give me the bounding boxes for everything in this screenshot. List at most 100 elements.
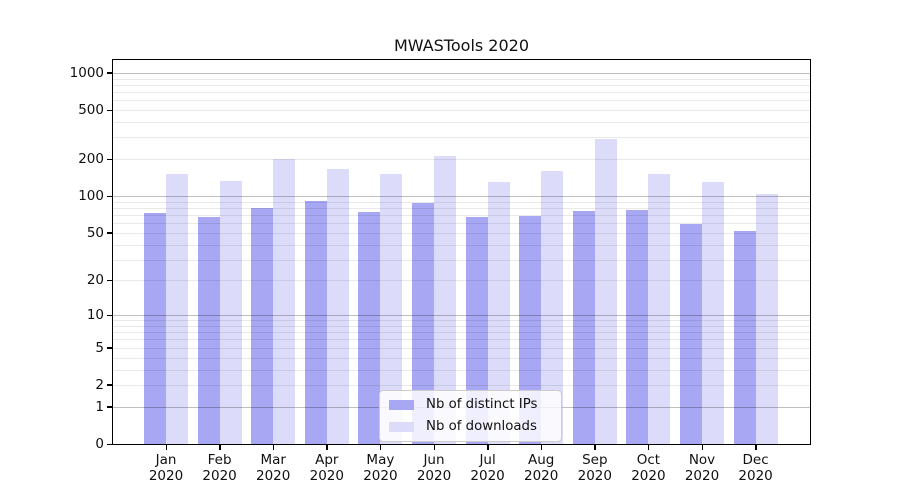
x-tick-label-month-jan: Jan <box>155 452 177 468</box>
x-tick-label-month-sep: Sep <box>582 452 608 468</box>
gridline-minor-60 <box>113 223 810 225</box>
legend-swatch-downloads <box>389 422 414 432</box>
gridline-minor-8 <box>113 325 810 327</box>
gridline-minor-700 <box>113 92 810 94</box>
x-tick-label-mar: Mar 2020 <box>243 452 303 484</box>
bar-distinct-ips-sep <box>572 211 595 444</box>
x-tick-label-month-feb: Feb <box>207 452 232 468</box>
x-tick-aug <box>540 445 543 450</box>
y-tick-label-5: 5 <box>95 339 104 356</box>
gridline-minor-3 <box>113 369 810 371</box>
y-tick-label-1000: 1000 <box>69 64 104 81</box>
bar-distinct-ips-nov <box>680 224 702 444</box>
legend-swatch-distinct-ips <box>389 400 414 410</box>
x-tick-label-jan: Jan 2020 <box>136 452 196 484</box>
x-tick-label-year-jan: 2020 <box>148 468 184 484</box>
x-tick-label-year-jul: 2020 <box>470 468 505 484</box>
gridline-minor-2 <box>113 384 810 386</box>
x-tick-feb <box>219 445 221 450</box>
bars-layer <box>113 60 810 444</box>
x-tick-label-month-oct: Oct <box>636 452 661 468</box>
bar-distinct-ips-jul <box>465 216 488 444</box>
x-tick-label-dec: Dec 2020 <box>726 452 786 484</box>
y-tick-1000 <box>107 72 113 74</box>
x-tick-label-year-oct: 2020 <box>631 468 666 484</box>
x-tick-may <box>379 445 382 450</box>
bar-distinct-ips-dec <box>733 230 756 444</box>
bar-distinct-ips-jan <box>144 212 166 444</box>
bar-distinct-ips-jun <box>412 202 434 444</box>
x-tick-label-feb: Feb 2020 <box>190 452 250 484</box>
gridline-minor-30 <box>113 259 810 261</box>
gridline-minor-70 <box>113 215 810 217</box>
gridline-minor-5 <box>113 347 810 349</box>
y-tick-1 <box>107 406 113 408</box>
x-tick-label-oct: Oct 2020 <box>618 452 678 484</box>
x-tick-label-sep: Sep 2020 <box>565 452 625 484</box>
bar-downloads-nov <box>702 182 724 444</box>
y-tick-2 <box>107 384 113 386</box>
bar-downloads-aug <box>541 170 564 444</box>
y-tick-200 <box>107 158 113 161</box>
bar-distinct-ips-feb <box>197 217 220 444</box>
x-tick-label-year-may: 2020 <box>363 468 398 484</box>
y-tick-5 <box>107 347 113 349</box>
bar-downloads-apr <box>326 168 349 444</box>
x-tick-mar <box>272 445 275 450</box>
bar-downloads-jan <box>166 173 188 444</box>
gridline-minor-600 <box>113 100 810 102</box>
y-tick-label-20: 20 <box>86 272 104 289</box>
y-tick-500 <box>107 109 113 112</box>
gridline-minor-400 <box>113 122 810 124</box>
bar-downloads-sep <box>594 139 617 444</box>
x-tick-label-year-nov: 2020 <box>684 468 720 484</box>
x-tick-nov <box>701 445 703 450</box>
x-tick-label-year-apr: 2020 <box>309 468 344 484</box>
gridline-minor-4 <box>113 357 810 359</box>
x-tick-label-jul: Jul 2020 <box>458 452 518 484</box>
x-tick-label-month-mar: Mar <box>260 452 286 468</box>
x-tick-oct <box>647 445 650 450</box>
x-tick-label-year-mar: 2020 <box>256 468 291 484</box>
y-tick-label-50: 50 <box>86 224 104 241</box>
x-tick-label-month-may: May <box>366 452 395 468</box>
gridline-minor-200 <box>113 159 810 161</box>
legend-item-downloads: Nb of downloads <box>389 419 552 435</box>
plot-area: Nb of distinct IPs Nb of downloads <box>112 59 811 445</box>
bar-downloads-feb <box>219 180 242 444</box>
x-tick-label-jun: Jun 2020 <box>404 452 464 484</box>
gridline-minor-40 <box>113 244 810 246</box>
bar-downloads-mar <box>273 159 296 444</box>
gridline-minor-800 <box>113 84 810 86</box>
bar-distinct-ips-may <box>358 212 381 444</box>
x-tick-jul <box>487 445 489 450</box>
y-tick-0 <box>107 443 113 445</box>
bar-distinct-ips-mar <box>251 207 274 444</box>
legend-label-distinct-ips: Nb of distinct IPs <box>426 397 538 412</box>
x-tick-label-month-dec: Dec <box>742 452 769 468</box>
y-tick-label-0: 0 <box>95 436 104 452</box>
bar-downloads-dec <box>755 193 778 444</box>
x-tick-label-year-feb: 2020 <box>202 468 237 484</box>
x-tick-label-month-aug: Aug <box>528 452 555 468</box>
y-tick-label-1: 1 <box>95 398 104 415</box>
gridline-major-10 <box>113 315 810 317</box>
gridline-minor-300 <box>113 137 810 139</box>
x-tick-dec <box>755 445 757 450</box>
y-tick-50 <box>107 232 113 234</box>
x-tick-label-year-aug: 2020 <box>524 468 559 484</box>
x-tick-label-year-dec: 2020 <box>738 468 773 484</box>
gridline-major-100 <box>113 196 810 198</box>
gridline-minor-50 <box>113 232 810 234</box>
chart-title: MWASTools 2020 <box>393 36 530 55</box>
bar-downloads-may <box>380 173 403 444</box>
x-tick-jun <box>433 445 435 450</box>
x-tick-label-nov: Nov 2020 <box>672 452 732 484</box>
bar-distinct-ips-apr <box>304 200 327 444</box>
gridline-minor-7 <box>113 332 810 334</box>
legend-item-distinct-ips: Nb of distinct IPs <box>389 397 552 413</box>
gridline-major-1000 <box>113 72 810 74</box>
x-tick-label-year-sep: 2020 <box>577 468 612 484</box>
gridline-minor-9 <box>113 320 810 322</box>
